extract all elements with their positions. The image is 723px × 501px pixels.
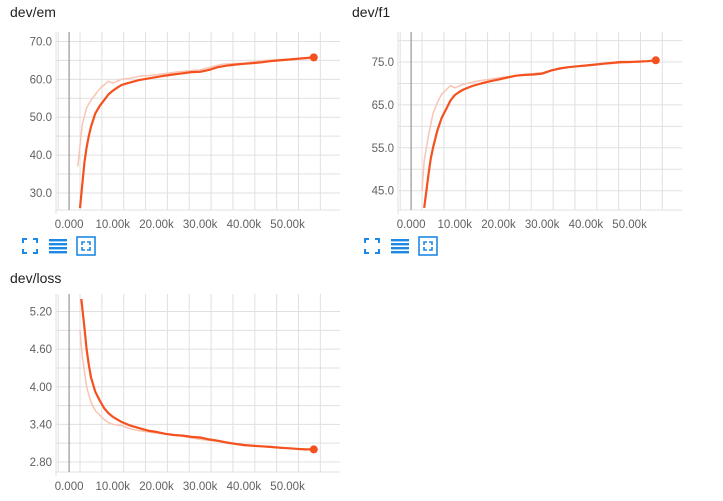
y-tick-label: 4.60	[30, 344, 52, 356]
y-tick-label: 4.00	[30, 382, 52, 394]
fit-domain-button[interactable]	[20, 236, 40, 256]
toggle-log-scale-button[interactable]	[48, 236, 68, 256]
raw-series-line	[77, 57, 310, 167]
last-value-marker[interactable]	[651, 56, 660, 65]
x-tick-label: 10.00k	[438, 219, 473, 231]
line-chart-dev-em[interactable]: 30.0 40.0 50.0 60.0 70.0 0.000 10.00k 20.00k 30.…	[10, 4, 340, 232]
x-tick-label: 50.00k	[270, 481, 305, 493]
x-tick-label: 40.00k	[227, 219, 262, 231]
raw-series-line	[79, 330, 310, 451]
x-tick-label: 40.00k	[227, 481, 262, 493]
fit-to-data-icon	[418, 236, 438, 256]
x-tick-label: 0.000	[55, 219, 84, 231]
line-chart-dev-f1[interactable]: 45.0 55.0 65.0 75.0 0.000 10.00k 20.00k 30.00k 4…	[352, 4, 692, 232]
last-value-marker[interactable]	[309, 445, 318, 454]
chart-title: dev/em	[10, 4, 56, 20]
smoothed-series-line	[80, 298, 314, 451]
x-tick-label: 30.00k	[525, 219, 560, 231]
x-tick-label: 20.00k	[139, 481, 174, 493]
last-value-marker[interactable]	[309, 53, 318, 62]
y-tick-label: 40.0	[30, 150, 52, 162]
fit-domain-icon	[364, 238, 380, 254]
chart-panel-dev-loss: dev/loss 2.80 3.40 4.00 4.60 5.20 0.000 10.00k…	[10, 270, 340, 501]
y-tick-label: 30.0	[30, 188, 52, 200]
y-tick-label: 3.40	[30, 419, 52, 431]
chart-title: dev/loss	[10, 270, 62, 286]
chart-panel-dev-em: dev/em 30.0 40.0 50.0 60.0 70.0 0.000 10.00k 20…	[10, 4, 340, 256]
x-tick-label: 10.00k	[96, 481, 131, 493]
y-tick-label: 50.0	[30, 112, 52, 124]
x-tick-label: 10.00k	[96, 219, 131, 231]
toggle-log-scale-icon	[391, 239, 409, 254]
y-tick-label: 75.0	[372, 57, 394, 69]
x-tick-label: 20.00k	[481, 219, 516, 231]
y-tick-label: 45.0	[372, 186, 394, 198]
x-tick-label: 0.000	[55, 481, 84, 493]
fit-to-data-icon	[76, 236, 96, 256]
x-tick-label: 40.00k	[569, 219, 604, 231]
smoothed-series-line	[78, 56, 314, 209]
x-tick-label: 20.00k	[139, 219, 174, 231]
x-tick-label: 50.00k	[270, 219, 305, 231]
fit-to-data-button[interactable]	[418, 236, 438, 256]
fit-domain-button[interactable]	[362, 236, 382, 256]
toggle-log-scale-button[interactable]	[390, 236, 410, 256]
y-tick-label: 60.0	[30, 74, 52, 86]
chart-panel-dev-f1: dev/f1 45.0 55.0 65.0 75.0 0.000 10.00k 20.00k…	[352, 4, 692, 256]
y-tick-label: 2.80	[30, 457, 52, 469]
x-tick-label: 30.00k	[183, 219, 218, 231]
y-tick-label: 70.0	[30, 36, 52, 48]
y-tick-label: 65.0	[372, 100, 394, 112]
toggle-log-scale-icon	[49, 239, 67, 254]
fit-domain-icon	[22, 238, 38, 254]
chart-title: dev/f1	[352, 4, 391, 20]
x-tick-label: 0.000	[397, 219, 426, 231]
fit-to-data-button[interactable]	[76, 236, 96, 256]
y-tick-label: 5.20	[30, 307, 52, 319]
smoothed-series-line	[423, 59, 656, 209]
line-chart-dev-loss[interactable]: 2.80 3.40 4.00 4.60 5.20 0.000 10.00k 20.00k 30.…	[10, 270, 340, 498]
x-tick-label: 30.00k	[183, 481, 218, 493]
x-tick-label: 50.00k	[612, 219, 647, 231]
y-tick-label: 55.0	[372, 143, 394, 155]
